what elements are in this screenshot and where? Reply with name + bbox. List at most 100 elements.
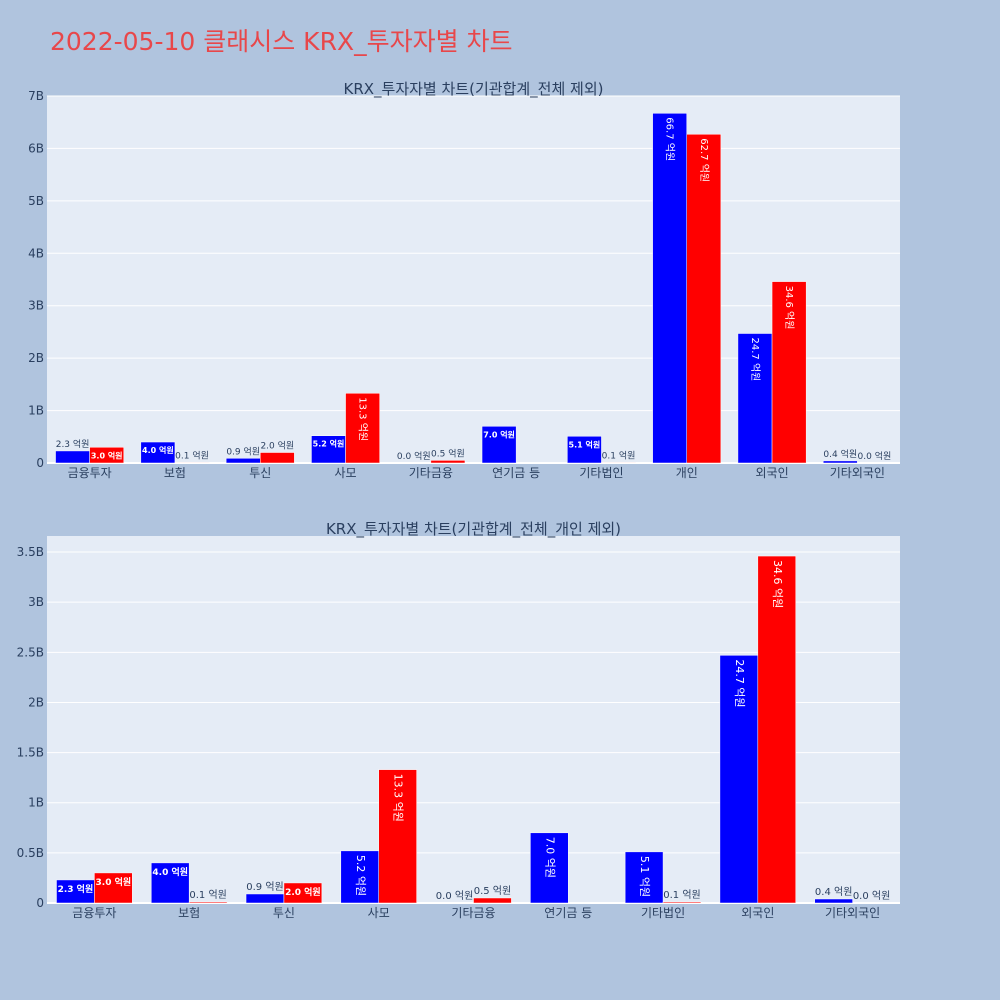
bar — [530, 832, 569, 904]
bar — [89, 447, 125, 464]
y-tick-label: 4B — [28, 246, 44, 260]
data-label: 0.0 억원 — [397, 450, 431, 462]
data-label: 0.0 억원 — [436, 890, 473, 902]
x-tick-label: 외국인 — [741, 906, 774, 920]
x-tick-label: 투신 — [273, 906, 295, 920]
x-tick-label: 금융투자 — [68, 466, 112, 480]
bar — [757, 555, 796, 904]
bar — [481, 426, 517, 464]
bar — [567, 436, 602, 464]
bar — [151, 862, 190, 904]
data-label: 66.7 억원 — [664, 117, 676, 161]
bar — [140, 441, 176, 464]
data-label: 0.0 억원 — [858, 450, 892, 462]
data-label: 3.0 억원 — [96, 876, 132, 888]
bar — [283, 882, 323, 904]
data-label: 2.3 억원 — [58, 883, 94, 895]
chart-2: 0 0.5B 1B 1.5B 2B 2.5B 3B 3.5B KRX_투자자별 차트(기관합계_… — [17, 520, 900, 920]
data-label: 34.6 억원 — [783, 286, 795, 330]
x-tick-label: 연기금 등 — [544, 906, 592, 920]
data-label: 62.7 억원 — [698, 138, 710, 182]
bar — [311, 435, 346, 464]
x-tick-label: 외국인 — [755, 466, 788, 480]
data-label: 0.5 억원 — [431, 447, 465, 459]
bar — [225, 458, 261, 464]
bar — [737, 333, 773, 464]
data-label: 0.9 억원 — [246, 881, 283, 893]
bar — [814, 898, 853, 904]
bar — [260, 452, 295, 464]
y-tick-label: 0 — [36, 896, 44, 910]
x-tick-label: 보험 — [178, 906, 200, 920]
x-tick-label: 보험 — [164, 466, 186, 480]
bar — [430, 460, 466, 464]
data-label: 3.0 억원 — [91, 450, 123, 460]
bar — [652, 113, 688, 464]
y-tick-label: 7B — [28, 89, 44, 103]
bar — [188, 901, 228, 904]
y-tick-label: 1B — [28, 404, 44, 418]
data-label: 7.0 억원 — [543, 837, 556, 878]
bar — [822, 460, 858, 464]
data-label: 0.4 억원 — [823, 448, 857, 460]
bar — [55, 450, 90, 464]
data-label: 0.9 억원 — [226, 445, 260, 457]
y-tick-label: 3.5B — [17, 545, 44, 559]
x-tick-label: 개인 — [676, 466, 698, 480]
x-tick-label: 기타외국인 — [830, 466, 885, 480]
data-label: 0.0 억원 — [853, 890, 890, 902]
data-label: 5.1 억원 — [638, 856, 651, 897]
x-tick-label: 연기금 등 — [492, 466, 540, 480]
x-tick-label: 사모 — [335, 466, 357, 480]
x-tick-label: 금융투자 — [72, 906, 116, 920]
x-tick-label: 기타금융 — [409, 466, 453, 480]
data-label: 2.3 억원 — [56, 438, 90, 450]
bar — [473, 897, 512, 904]
data-label: 5.2 억원 — [313, 439, 345, 449]
bar — [624, 851, 664, 904]
y-tick-label: 2B — [28, 351, 44, 365]
bar — [601, 462, 636, 464]
x-tick-label: 기타법인 — [579, 466, 623, 480]
bar — [378, 769, 417, 904]
data-label: 2.0 억원 — [260, 440, 294, 452]
data-label: 4.0 억원 — [152, 866, 188, 878]
chart-title: KRX_투자자별 차트(기관합계_전체_개인 제외) — [326, 520, 621, 539]
y-tick-label: 2B — [28, 695, 44, 709]
x-tick-label: 기타금융 — [451, 906, 495, 920]
bar — [340, 850, 379, 904]
y-tick-label: 3B — [28, 595, 44, 609]
data-label: 0.5 억원 — [474, 885, 511, 897]
data-label: 34.6 억원 — [771, 560, 784, 608]
data-label: 0.1 억원 — [189, 889, 226, 901]
chart-title: KRX_투자자별 차트(기관합계_전체 제외) — [344, 80, 604, 99]
data-label: 7.0 억원 — [483, 429, 515, 439]
data-label: 13.3 억원 — [392, 774, 405, 822]
data-label: 0.4 억원 — [815, 886, 852, 898]
data-label: 4.0 억원 — [142, 445, 174, 455]
data-label: 24.7 억원 — [733, 659, 746, 707]
bar — [686, 134, 722, 464]
bar — [94, 872, 133, 904]
y-tick-label: 3B — [28, 299, 44, 313]
data-label: 13.3 억원 — [357, 397, 369, 441]
bar — [174, 462, 210, 464]
y-tick-label: 2.5B — [17, 645, 44, 659]
data-label: 2.0 억원 — [285, 886, 321, 898]
bar — [245, 893, 285, 904]
y-tick-label: 0.5B — [17, 846, 44, 860]
y-tick-label: 6B — [28, 141, 44, 155]
data-label: 5.2 억원 — [354, 855, 367, 896]
x-tick-label: 기타법인 — [641, 906, 685, 920]
y-tick-label: 0 — [36, 456, 44, 470]
data-label: 0.1 억원 — [602, 449, 636, 461]
data-label: 0.1 억원 — [175, 449, 209, 461]
bar — [719, 655, 759, 904]
bar — [771, 281, 807, 464]
x-tick-label: 기타외국인 — [825, 906, 880, 920]
data-label: 24.7 억원 — [749, 338, 761, 382]
bar — [662, 901, 702, 904]
data-label: 5.1 억원 — [569, 439, 601, 449]
data-label: 0.1 억원 — [663, 889, 700, 901]
